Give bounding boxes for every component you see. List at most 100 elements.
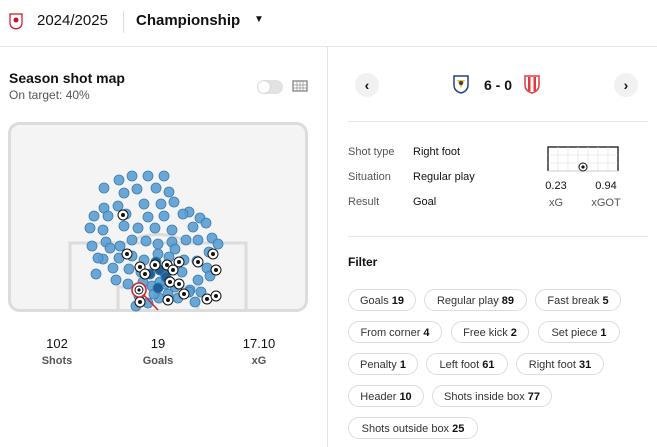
shot-marker[interactable] — [110, 274, 122, 286]
shot-marker[interactable] — [107, 262, 119, 274]
shot-marker[interactable] — [200, 217, 212, 229]
goal-marker[interactable] — [210, 264, 222, 276]
shot-marker[interactable] — [104, 242, 116, 254]
chip-count: 77 — [527, 391, 541, 403]
shot-marker[interactable] — [169, 243, 181, 255]
goal-marker[interactable] — [134, 296, 146, 308]
shot-marker[interactable] — [138, 198, 150, 210]
filter-chip-shots-outside-box[interactable]: Shots outside box 25 — [348, 417, 478, 439]
filter-chip-shots-inside-box[interactable]: Shots inside box 77 — [432, 385, 552, 407]
shot-marker[interactable] — [192, 234, 204, 246]
chevron-down-icon[interactable]: ▼ — [254, 14, 264, 25]
shot-marker[interactable] — [126, 234, 138, 246]
shot-marker[interactable] — [126, 170, 138, 182]
top-bar: 2024/2025 Championship ▼ — [0, 0, 657, 47]
goal-marker[interactable] — [162, 294, 174, 306]
shot-map-title: Season shot map — [9, 70, 125, 86]
filter-chip-free-kick[interactable]: Free kick 2 — [451, 321, 529, 343]
goal-marker[interactable] — [207, 248, 219, 260]
shot-marker[interactable] — [142, 211, 154, 223]
shot-marker[interactable] — [131, 183, 143, 195]
shot-marker[interactable] — [113, 174, 125, 186]
goal-marker[interactable] — [201, 293, 213, 305]
shot-marker[interactable] — [155, 198, 167, 210]
shot-marker[interactable] — [112, 200, 124, 212]
goal-view-icon[interactable] — [292, 80, 308, 92]
shot-map-pitch[interactable] — [8, 122, 308, 312]
selected-shot[interactable] — [131, 282, 159, 311]
filter-chip-goals[interactable]: Goals 19 — [348, 289, 416, 311]
shot-marker[interactable] — [189, 296, 201, 308]
shot-map-panel: Season shot map On target: 40% 102 Shots… — [0, 46, 328, 447]
filter-chip-set-piece[interactable]: Set piece 1 — [538, 321, 620, 343]
filter-chip-regular-play[interactable]: Regular play 89 — [424, 289, 527, 311]
goal-marker[interactable] — [121, 248, 133, 260]
shot-marker[interactable] — [176, 266, 188, 278]
next-shot-button[interactable]: › — [614, 73, 638, 97]
shot-marker[interactable] — [187, 221, 199, 233]
xg-value: 0.23 — [545, 180, 567, 192]
filter-chip-from-corner[interactable]: From corner 4 — [348, 321, 442, 343]
shot-marker[interactable] — [168, 196, 180, 208]
filter-chip-header[interactable]: Header 10 — [348, 385, 424, 407]
season-selector[interactable]: 2024/2025 — [37, 12, 108, 29]
filter-chip-right-foot[interactable]: Right foot 31 — [516, 353, 604, 375]
shot-marker[interactable] — [192, 274, 204, 286]
shot-marker[interactable] — [88, 210, 100, 222]
goal-marker[interactable] — [117, 209, 129, 221]
previous-shot-button[interactable]: ‹ — [355, 73, 379, 97]
shot-marker[interactable] — [98, 182, 110, 194]
shot-marker[interactable] — [114, 240, 126, 252]
xgot-value: 0.94 — [595, 180, 617, 192]
goal-marker[interactable] — [164, 276, 176, 288]
shot-marker[interactable] — [122, 278, 134, 290]
chip-label: Fast break — [547, 295, 600, 307]
shot-marker[interactable] — [102, 210, 114, 222]
shot-marker[interactable] — [195, 286, 207, 298]
shot-marker[interactable] — [212, 238, 224, 250]
goal-marker[interactable] — [173, 278, 185, 290]
shot-marker[interactable] — [86, 240, 98, 252]
goal-marker[interactable] — [173, 256, 185, 268]
filter-chip-left-foot[interactable]: Left foot 61 — [426, 353, 508, 375]
shot-marker[interactable] — [149, 222, 161, 234]
shot-marker[interactable] — [132, 222, 144, 234]
shot-marker[interactable] — [118, 220, 130, 232]
shot-marker[interactable] — [90, 268, 102, 280]
shot-marker[interactable] — [118, 187, 130, 199]
goal-markers[interactable] — [117, 209, 222, 308]
stat-value: 102 — [46, 336, 68, 351]
goal-marker[interactable] — [210, 290, 222, 302]
goal-marker[interactable] — [178, 288, 190, 300]
shot-marker[interactable] — [152, 238, 164, 250]
shot-marker[interactable] — [97, 224, 109, 236]
shot-marker[interactable] — [163, 186, 175, 198]
shot-marker[interactable] — [150, 182, 162, 194]
shot-marker[interactable] — [158, 170, 170, 182]
shot-marker[interactable] — [140, 235, 152, 247]
goal-marker[interactable] — [149, 259, 161, 271]
shot-marker[interactable] — [177, 208, 189, 220]
shot-marker[interactable] — [158, 210, 170, 222]
shot-marker[interactable] — [92, 252, 104, 264]
goal-marker[interactable] — [167, 264, 179, 276]
filter-chip-fast-break[interactable]: Fast break 5 — [535, 289, 621, 311]
shot-marker[interactable] — [180, 234, 192, 246]
league-selector[interactable]: Championship — [136, 12, 241, 29]
shot-marker[interactable] — [152, 282, 164, 294]
goal-marker[interactable] — [192, 256, 204, 268]
chip-count: 10 — [399, 391, 412, 403]
shot-map-toggle[interactable] — [257, 80, 283, 94]
filter-chip-penalty[interactable]: Penalty 1 — [348, 353, 418, 375]
stat-value: 19 — [150, 336, 166, 351]
shot-marker[interactable] — [84, 222, 96, 234]
chip-count: 4 — [423, 327, 430, 339]
shot-marker[interactable] — [166, 224, 178, 236]
chip-count: 61 — [482, 359, 495, 371]
shot-marker[interactable] — [123, 263, 135, 275]
chip-label: Penalty — [360, 359, 397, 371]
goal-marker[interactable] — [139, 268, 151, 280]
shot-marker[interactable] — [142, 170, 154, 182]
detail-label: Result — [348, 196, 380, 208]
goal-marker[interactable] — [134, 261, 146, 273]
